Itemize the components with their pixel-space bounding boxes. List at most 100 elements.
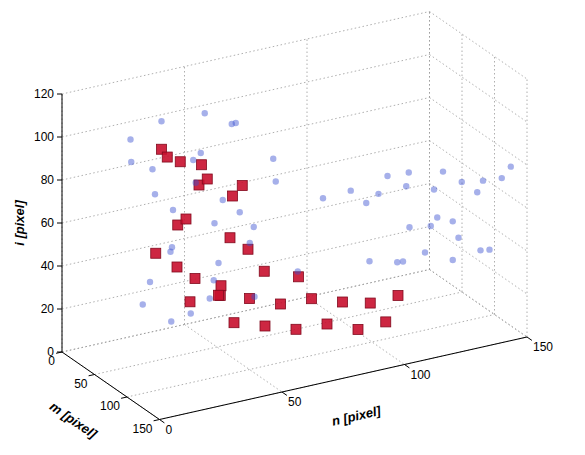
point <box>220 197 226 203</box>
point <box>247 240 253 246</box>
grid-line-i-wall <box>430 55 528 123</box>
point <box>365 298 375 308</box>
point <box>128 159 134 165</box>
point <box>237 209 243 215</box>
grid-line-i-wall <box>430 270 528 338</box>
point <box>431 186 437 192</box>
grid-line-i-wall <box>62 141 430 224</box>
tick-n <box>405 365 410 368</box>
point <box>198 150 204 156</box>
point <box>211 277 217 283</box>
axes <box>56 94 532 423</box>
point <box>363 200 369 206</box>
tick-label-m: 150 <box>132 422 152 436</box>
grid-line-i-wall <box>430 184 528 252</box>
grid-line-m-floor <box>160 337 528 420</box>
point <box>348 187 354 193</box>
point <box>237 181 247 191</box>
tick-i <box>57 94 62 95</box>
grid-line-m-floor <box>62 270 430 353</box>
point <box>181 214 191 224</box>
point <box>147 279 153 285</box>
tick-label-i: 20 <box>41 302 55 316</box>
point <box>450 257 456 263</box>
tick-i <box>57 180 62 181</box>
point <box>366 258 372 264</box>
point <box>338 297 348 307</box>
point <box>228 191 238 201</box>
point <box>295 268 301 274</box>
tick-i <box>57 223 62 224</box>
point <box>270 156 276 162</box>
point <box>440 168 446 174</box>
point <box>243 244 253 254</box>
axis-titles: i [pixel]m [pixel]n [pixel] <box>12 200 383 442</box>
grid <box>62 12 527 420</box>
point <box>127 136 133 142</box>
point <box>202 110 208 116</box>
point <box>450 218 456 224</box>
point <box>381 317 391 327</box>
point <box>190 157 196 163</box>
grid-line-i-wall <box>62 98 430 181</box>
tick-label-n: 0 <box>166 423 173 437</box>
grid-line-i-wall <box>62 227 430 310</box>
point <box>158 118 164 124</box>
point <box>406 169 412 175</box>
point <box>428 223 434 229</box>
tick-m <box>56 352 62 353</box>
point <box>480 177 486 183</box>
point <box>307 294 317 304</box>
tick-label-i: 120 <box>34 87 54 101</box>
grid-line-m-wall <box>462 34 463 292</box>
grid-line-m-wall <box>494 57 495 315</box>
point <box>260 321 270 331</box>
point <box>216 281 226 291</box>
point <box>151 248 161 258</box>
axis-title-i: i [pixel] <box>12 200 27 246</box>
point <box>384 173 390 179</box>
point <box>207 295 213 301</box>
point <box>211 220 217 226</box>
point <box>320 195 326 201</box>
axis-line-m <box>62 352 160 420</box>
point <box>190 274 200 284</box>
tick-m <box>89 375 95 376</box>
grid-line-i-wall <box>62 184 430 267</box>
grid-line-i-wall <box>430 12 528 80</box>
grid-line-i-wall <box>430 141 528 209</box>
tick-n <box>282 392 287 395</box>
grid-line-i-wall <box>62 12 430 95</box>
point <box>140 301 146 307</box>
point <box>477 247 483 253</box>
grid-line-n-floor <box>185 325 283 393</box>
point <box>486 246 492 252</box>
axis-title-m: m [pixel] <box>47 399 100 442</box>
grid-line-n-floor <box>430 270 528 338</box>
point <box>170 207 176 213</box>
grid-line-n-floor <box>307 297 405 365</box>
tick-label-m: 50 <box>74 377 88 391</box>
tick-i <box>57 266 62 267</box>
point <box>202 174 212 184</box>
point <box>229 318 239 328</box>
point <box>353 324 363 334</box>
point <box>259 266 269 276</box>
grid-line-m-floor <box>95 292 463 375</box>
series <box>151 144 403 334</box>
chart: 020406080100120050100150050100150i [pixe… <box>0 0 585 455</box>
point <box>215 260 221 266</box>
tick-label-i: 80 <box>41 173 55 187</box>
tick-label-n: 50 <box>288 395 302 409</box>
series <box>127 110 514 325</box>
tick-label-i: 40 <box>41 259 55 273</box>
point <box>400 258 406 264</box>
point <box>188 310 194 316</box>
tick-n <box>527 337 532 340</box>
point <box>251 224 257 230</box>
tick-labels: 020406080100120050100150050100150 <box>34 87 553 437</box>
grid-line-n-wall <box>307 39 308 297</box>
grid-line-i-wall <box>62 270 430 353</box>
grid-line-n-floor <box>62 352 160 420</box>
tick-i <box>57 309 62 310</box>
